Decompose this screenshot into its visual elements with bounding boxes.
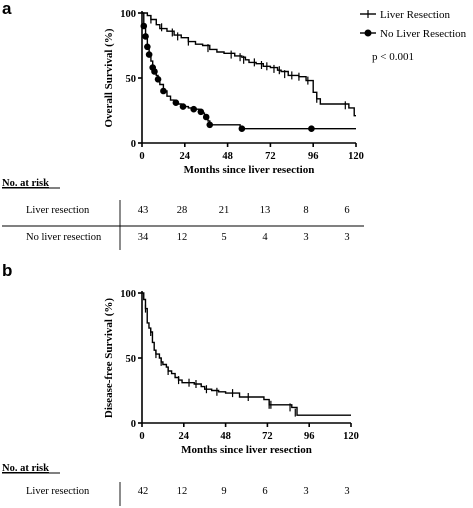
series-no-liver-resection	[140, 12, 356, 132]
series-dfs	[142, 292, 351, 417]
risk-count: 3	[303, 486, 308, 497]
censor-marker-dot	[238, 125, 246, 132]
x-axis-title: Months since liver resection	[184, 164, 315, 176]
risk-count: 9	[221, 486, 226, 497]
risk-count: 3	[303, 232, 308, 243]
y-tick-label: 0	[131, 139, 136, 150]
y-tick-label: 0	[131, 419, 136, 430]
x-tick-label: 120	[343, 431, 359, 442]
survival-curve	[142, 12, 356, 130]
x-tick-label: 72	[262, 431, 273, 442]
y-tick-label: 50	[126, 354, 137, 365]
series-liver-resection	[142, 12, 356, 117]
risk-count: 4	[262, 232, 268, 243]
censor-marker-dot	[142, 33, 149, 40]
risk-count: 42	[138, 486, 149, 497]
risk-table: No. at risk Liver resection 42 12 9 6 3 3	[2, 463, 350, 506]
risk-count: 12	[177, 232, 188, 243]
censor-marker-dot	[151, 68, 158, 75]
x-tick-label: 24	[179, 431, 190, 442]
censor-marker-dot	[190, 105, 198, 113]
x-axis-title: Months since liver resection	[181, 444, 312, 456]
risk-count: 6	[262, 486, 267, 497]
risk-row-label: Liver resection	[26, 486, 90, 497]
risk-row-label: Liver resection	[26, 205, 90, 216]
risk-count: 5	[221, 232, 226, 243]
censor-marker-dot	[308, 125, 315, 132]
risk-count: 8	[303, 205, 308, 216]
risk-count: 13	[260, 205, 271, 216]
censor-marker-dot	[197, 108, 205, 116]
p-value-annotation: p < 0.001	[372, 51, 414, 63]
x-tick-label: 96	[308, 151, 319, 162]
risk-count: 28	[177, 205, 188, 216]
x-tick-label: 72	[265, 151, 276, 162]
risk-count: 3	[344, 232, 349, 243]
risk-table-header: No. at risk	[2, 178, 49, 189]
censor-marker-dot	[144, 43, 151, 51]
risk-row: Liver resection 42 12 9 6 3 3	[26, 486, 350, 497]
risk-table-header: No. at risk	[2, 463, 49, 474]
legend: Liver Resection No Liver Resection p < 0.0…	[360, 9, 467, 63]
panel-letter: a	[2, 0, 12, 18]
censor-marker-dot	[140, 22, 148, 30]
x-tick-label: 96	[304, 431, 315, 442]
x-tick-label: 0	[139, 151, 144, 162]
censor-marker-dot	[179, 103, 187, 110]
risk-row-label: No liver resection	[26, 232, 102, 243]
censor-marker-dot	[154, 76, 162, 83]
risk-row: No liver resection 34 12 5 4 3 3	[26, 232, 350, 243]
risk-count: 12	[177, 486, 188, 497]
censor-marker-dot	[145, 51, 153, 58]
survival-curve	[142, 292, 351, 416]
censor-marker-dot	[160, 87, 167, 95]
y-tick-label: 100	[120, 9, 136, 20]
y-tick-label: 50	[126, 74, 137, 85]
x-tick-label: 0	[139, 431, 144, 442]
y-tick-label: 100	[120, 289, 136, 300]
risk-count: 34	[138, 232, 149, 243]
censor-marker-dot	[202, 113, 210, 121]
x-tick-label: 48	[222, 151, 233, 162]
censor-marker-dot	[172, 99, 180, 106]
risk-count: 3	[344, 486, 349, 497]
y-axis-title: Disease-free Survival (%)	[103, 298, 115, 418]
x-tick-label: 48	[220, 431, 231, 442]
risk-row: Liver resection 43 28 21 13 8 6	[26, 205, 350, 216]
censor-marker-dot	[206, 121, 214, 129]
panel-letter: b	[2, 261, 12, 280]
risk-count: 6	[344, 205, 349, 216]
legend-label: No Liver Resection	[380, 28, 467, 40]
x-tick-label: 120	[348, 151, 364, 162]
y-axis-title: Overall Survival (%)	[103, 28, 115, 127]
risk-count: 43	[138, 205, 149, 216]
x-tick-label: 24	[180, 151, 191, 162]
legend-marker-dot	[364, 29, 372, 37]
legend-label: Liver Resection	[380, 9, 450, 21]
risk-count: 21	[219, 205, 230, 216]
